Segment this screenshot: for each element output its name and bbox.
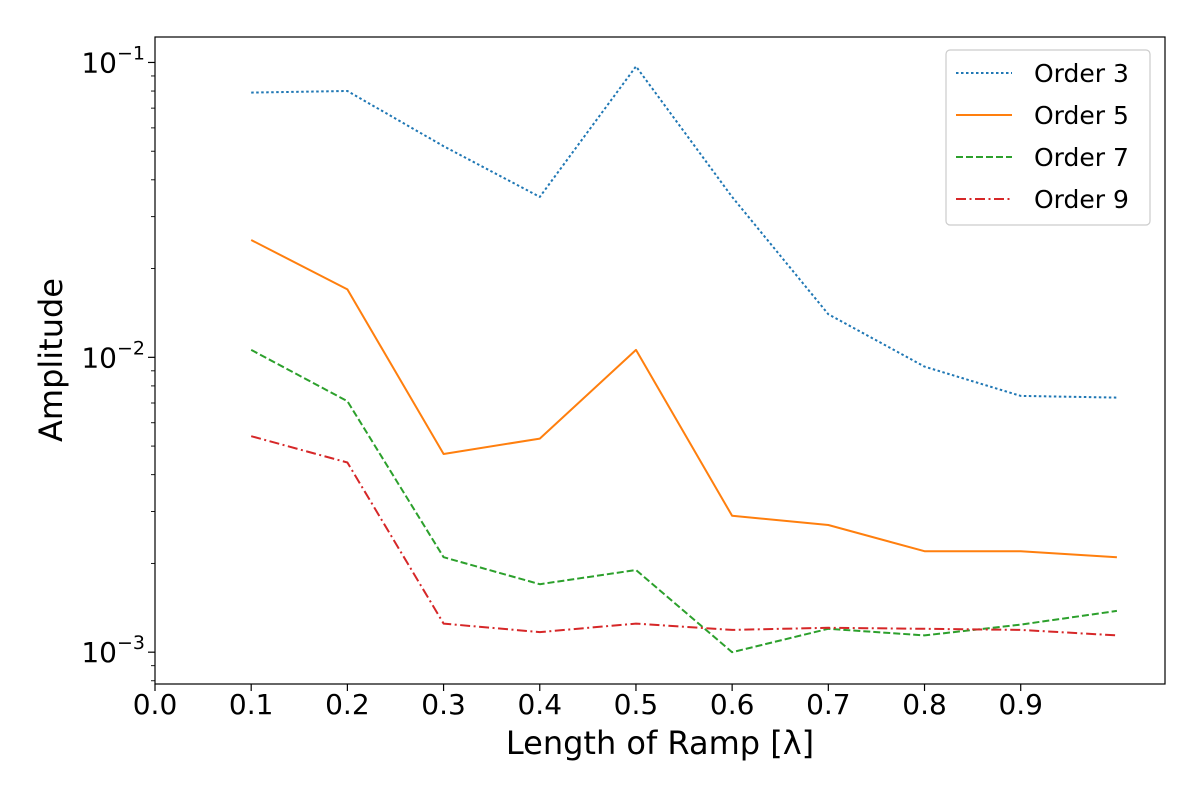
legend-label: Order 5 (1034, 101, 1129, 130)
y-tick-base: 10 (81, 636, 117, 669)
series-line-order-9 (250, 435, 1117, 637)
legend-label: Order 3 (1034, 59, 1129, 88)
series-lines (250, 65, 1118, 654)
x-tick-label: 0.2 (325, 688, 370, 721)
y-tick-label: 10−1 (81, 42, 145, 79)
y-axis-label: Amplitude (32, 278, 70, 442)
y-tick-base: 10 (81, 46, 117, 79)
x-tick-label: 0.8 (902, 688, 947, 721)
x-tick-label: 0.7 (806, 688, 851, 721)
x-tick-label: 0.1 (229, 688, 274, 721)
x-axis: 0.0 0.1 0.2 0.3 0.4 0.5 0.6 0.7 0.8 0.9 (133, 684, 1043, 721)
x-tick-label: 0.4 (517, 688, 562, 721)
legend: Order 3 Order 5 Order 7 Order 9 (945, 49, 1151, 226)
series-line-order-5 (250, 239, 1117, 559)
y-tick-label: 10−3 (81, 632, 145, 669)
x-axis-label: Length of Ramp [λ] (506, 724, 814, 762)
y-axis: 10−110−210−3 (81, 42, 155, 682)
y-tick-label: 10−2 (81, 337, 145, 374)
series-line-order-3 (251, 65, 1117, 399)
series-line-order-7 (250, 349, 1118, 654)
x-tick-label: 0.0 (133, 688, 178, 721)
legend-label: Order 9 (1034, 185, 1129, 214)
x-tick-label: 0.5 (614, 688, 659, 721)
x-tick-label: 0.9 (998, 688, 1043, 721)
y-tick-base: 10 (81, 341, 117, 374)
y-tick-exponent: −2 (117, 337, 145, 359)
legend-frame (945, 49, 1151, 226)
y-tick-exponent: −3 (117, 632, 145, 654)
legend-label: Order 7 (1034, 143, 1129, 172)
x-tick-label: 0.3 (421, 688, 466, 721)
y-tick-exponent: −1 (117, 42, 145, 64)
x-tick-label: 0.6 (710, 688, 755, 721)
